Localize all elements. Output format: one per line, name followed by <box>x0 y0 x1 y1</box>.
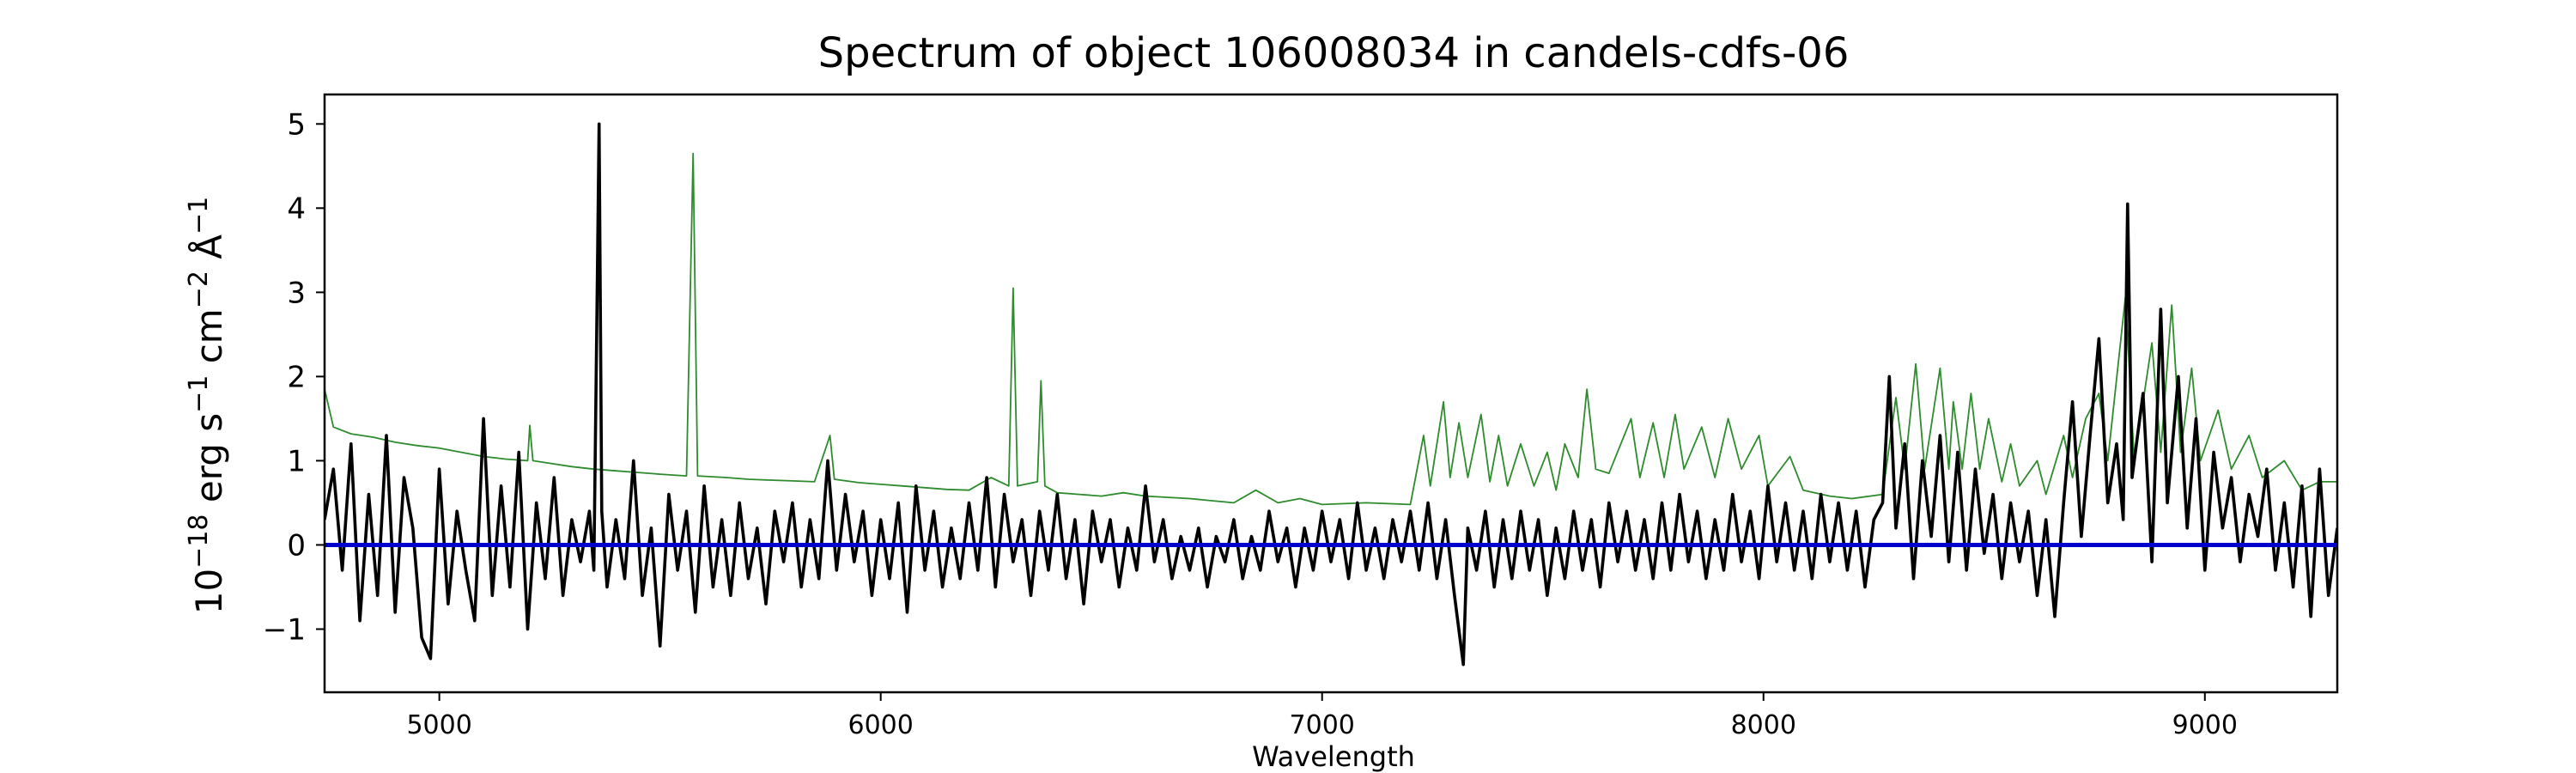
plot-area <box>325 122 2337 666</box>
axes-frame <box>323 93 2339 694</box>
y-label-exp-4: −1 <box>184 197 214 234</box>
y-tick-label: 5 <box>287 107 306 142</box>
y-axis-label: 10−18 erg s−1 cm−2 Å−1 <box>184 197 231 615</box>
y-label-exp-1: −18 <box>184 514 214 569</box>
y-label-cm: cm <box>188 308 230 374</box>
y-tick-label: 2 <box>287 360 306 394</box>
y-tick-label: 1 <box>287 444 306 478</box>
y-label-exp-3: −2 <box>184 271 214 308</box>
series-noise-line <box>325 152 2337 506</box>
chart-title: Spectrum of object 106008034 in candels-… <box>818 29 1850 77</box>
x-tick-label: 6000 <box>848 710 914 740</box>
y-label-base: 10 <box>188 569 230 614</box>
series-flux-line <box>325 122 2337 666</box>
y-label-angstrom: Å <box>187 234 230 271</box>
axes: 5000 6000 7000 8000 9000 −1 0 1 2 3 4 5 <box>263 93 2339 740</box>
y-tick-label: −1 <box>263 612 306 647</box>
x-tick-label: 7000 <box>1290 710 1355 740</box>
y-label-exp-2: −1 <box>184 375 214 413</box>
x-tick-label: 5000 <box>406 710 471 740</box>
y-tick-label: 4 <box>287 192 306 226</box>
x-axis-label: Wavelength <box>1252 740 1415 773</box>
y-label-erg-s: erg s <box>188 413 230 514</box>
x-tick-label: 9000 <box>2172 710 2238 740</box>
y-tick-label: 0 <box>287 528 306 563</box>
x-tick-label: 8000 <box>1731 710 1796 740</box>
y-tick-label: 3 <box>287 276 306 310</box>
